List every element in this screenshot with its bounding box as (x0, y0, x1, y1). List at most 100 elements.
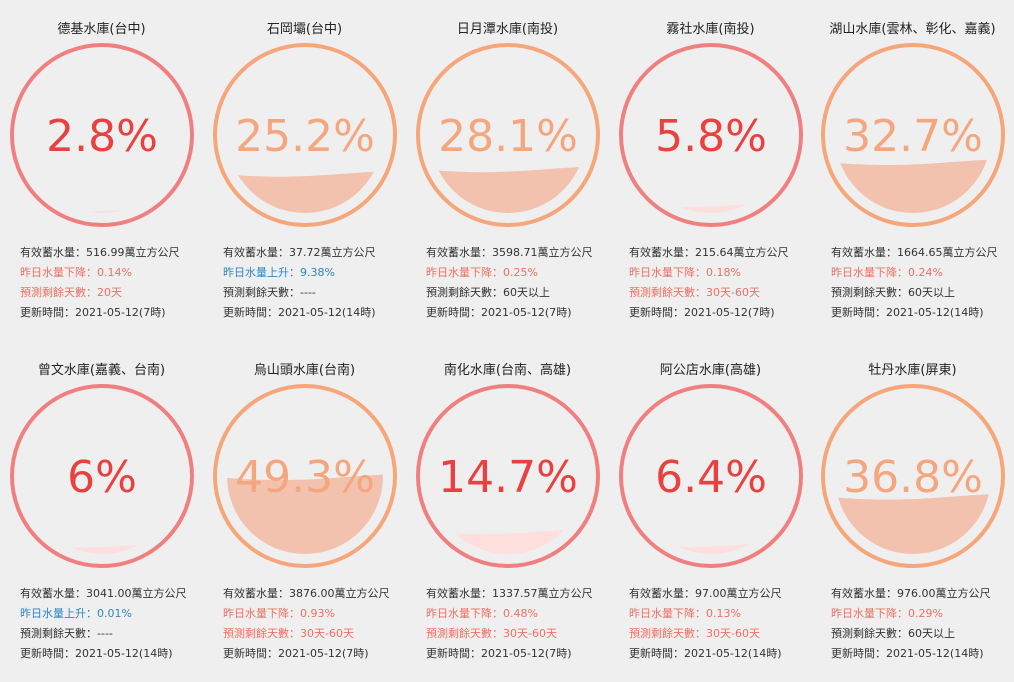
storage-text: 有效蓄水量：516.99萬立方公尺 (20, 246, 180, 259)
reservoir-name: 烏山頭水庫(台南) (253, 363, 356, 378)
reservoir-name: 湖山水庫(雲林、彰化、嘉義) (829, 22, 996, 37)
storage-text: 有效蓄水量：37.72萬立方公尺 (223, 246, 376, 259)
reservoir-card[interactable]: 日月潭水庫(南投) 28.1% 有效蓄水量：3598.71萬立方公尺 昨日水量下… (406, 0, 609, 341)
storage-text: 有效蓄水量：976.00萬立方公尺 (831, 587, 991, 600)
reservoir-card[interactable]: 石岡壩(台中) 25.2% 有效蓄水量：37.72萬立方公尺 昨日水量上升：9.… (203, 0, 406, 341)
days-remaining-text: 預測剩餘天數：60天以上 (831, 286, 955, 299)
days-remaining-text: 預測剩餘天數：60天以上 (426, 286, 550, 299)
gauge-ring (821, 384, 1005, 568)
days-remaining-text: 預測剩餘天數：60天以上 (831, 627, 955, 640)
gauge-ring (10, 384, 194, 568)
water-fill (227, 474, 383, 554)
update-time-text: 更新時間：2021-05-12(14時) (223, 306, 376, 319)
change-text: 昨日水量下降：0.25% (426, 266, 538, 279)
reservoir-info: 有效蓄水量：97.00萬立方公尺 昨日水量下降：0.13% 預測剩餘天數：30天… (629, 584, 782, 664)
reservoir-info: 有效蓄水量：3041.00萬立方公尺 昨日水量上升：0.01% 預測剩餘天數：-… (20, 584, 187, 664)
water-fill (430, 166, 586, 213)
storage-text: 有效蓄水量：1664.65萬立方公尺 (831, 246, 998, 259)
water-level-gauge: 5.8% (616, 40, 806, 230)
percent-label: 32.7% (843, 111, 983, 162)
update-time-text: 更新時間：2021-05-12(14時) (831, 647, 984, 660)
reservoir-card[interactable]: 湖山水庫(雲林、彰化、嘉義) 32.7% 有效蓄水量：1664.65萬立方公尺 … (811, 0, 1014, 341)
water-level-gauge: 6.4% (616, 381, 806, 571)
change-text: 昨日水量下降：0.93% (223, 607, 335, 620)
gauge-ring (416, 43, 600, 227)
percent-label: 25.2% (235, 111, 375, 162)
change-text: 昨日水量下降：0.48% (426, 607, 538, 620)
reservoir-card[interactable]: 南化水庫(台南、高雄) 14.7% 有效蓄水量：1337.57萬立方公尺 昨日水… (406, 341, 609, 682)
days-remaining-text: 預測剩餘天數：30天-60天 (629, 627, 760, 640)
reservoir-name: 阿公店水庫(高雄) (659, 363, 762, 378)
update-time-text: 更新時間：2021-05-12(7時) (629, 306, 775, 319)
reservoir-info: 有效蓄水量：976.00萬立方公尺 昨日水量下降：0.29% 預測剩餘天數：60… (831, 584, 991, 664)
update-time-text: 更新時間：2021-05-12(14時) (831, 306, 984, 319)
water-level-gauge: 28.1% (413, 40, 603, 230)
percent-label: 6.4% (655, 452, 767, 503)
reservoir-card[interactable]: 阿公店水庫(高雄) 6.4% 有效蓄水量：97.00萬立方公尺 昨日水量下降：0… (609, 341, 812, 682)
reservoir-card[interactable]: 牡丹水庫(屏東) 36.8% 有效蓄水量：976.00萬立方公尺 昨日水量下降：… (811, 341, 1014, 682)
storage-text: 有效蓄水量：215.64萬立方公尺 (629, 246, 789, 259)
reservoir-name: 石岡壩(台中) (266, 22, 343, 37)
reservoir-info: 有效蓄水量：215.64萬立方公尺 昨日水量下降：0.18% 預測剩餘天數：30… (629, 243, 789, 323)
reservoir-info: 有效蓄水量：1664.65萬立方公尺 昨日水量下降：0.24% 預測剩餘天數：6… (831, 243, 998, 323)
gauge-ring (213, 43, 397, 227)
percent-label: 2.8% (46, 111, 158, 162)
update-time-text: 更新時間：2021-05-12(7時) (223, 647, 369, 660)
reservoir-name: 曾文水庫(嘉義、台南) (37, 363, 166, 378)
water-level-gauge: 2.8% (7, 40, 197, 230)
days-remaining-text: 預測剩餘天數：20天 (20, 286, 122, 299)
change-text: 昨日水量下降：0.18% (629, 266, 741, 279)
reservoir-info: 有效蓄水量：516.99萬立方公尺 昨日水量下降：0.14% 預測剩餘天數：20… (20, 243, 180, 323)
reservoir-name: 日月潭水庫(南投) (456, 22, 559, 37)
days-remaining-text: 預測剩餘天數：30天-60天 (629, 286, 760, 299)
percent-label: 49.3% (235, 452, 375, 503)
reservoir-info: 有效蓄水量：3598.71萬立方公尺 昨日水量下降：0.25% 預測剩餘天數：6… (426, 243, 593, 323)
reservoir-name: 德基水庫(台中) (57, 22, 146, 37)
water-fill (430, 528, 586, 554)
reservoir-card[interactable]: 烏山頭水庫(台南) 49.3% 有效蓄水量：3876.00萬立方公尺 昨日水量下… (203, 341, 406, 682)
change-text: 昨日水量上升：0.01% (20, 607, 132, 620)
reservoir-card[interactable]: 德基水庫(台中) 2.8% 有效蓄水量：516.99萬立方公尺 昨日水量下降：0… (0, 0, 203, 341)
reservoir-card[interactable]: 霧社水庫(南投) 5.8% 有效蓄水量：215.64萬立方公尺 昨日水量下降：0… (609, 0, 812, 341)
change-text: 昨日水量下降：0.24% (831, 266, 943, 279)
change-text: 昨日水量下降：0.13% (629, 607, 741, 620)
days-remaining-text: 預測剩餘天數：30天-60天 (426, 627, 557, 640)
gauge-ring (416, 384, 600, 568)
water-fill (24, 542, 180, 554)
change-text: 昨日水量下降：0.14% (20, 266, 132, 279)
update-time-text: 更新時間：2021-05-12(7時) (426, 306, 572, 319)
reservoir-name: 牡丹水庫(屏東) (868, 363, 957, 378)
gauge-ring (619, 43, 803, 227)
water-fill (633, 541, 789, 554)
storage-text: 有效蓄水量：3876.00萬立方公尺 (223, 587, 390, 600)
gauge-ring (619, 384, 803, 568)
water-level-gauge: 14.7% (413, 381, 603, 571)
days-remaining-text: 預測剩餘天數：---- (20, 627, 113, 640)
gauge-ring (213, 384, 397, 568)
water-level-gauge: 6% (7, 381, 197, 571)
gauge-ring (10, 43, 194, 227)
water-level-gauge: 25.2% (210, 40, 400, 230)
percent-label: 14.7% (438, 452, 578, 503)
gauge-ring (821, 43, 1005, 227)
water-level-gauge: 36.8% (818, 381, 1008, 571)
percent-label: 36.8% (843, 452, 983, 503)
water-level-gauge: 32.7% (818, 40, 1008, 230)
water-fill (227, 171, 383, 213)
reservoir-info: 有效蓄水量：3876.00萬立方公尺 昨日水量下降：0.93% 預測剩餘天數：3… (223, 584, 390, 664)
storage-text: 有效蓄水量：1337.57萬立方公尺 (426, 587, 593, 600)
water-level-gauge: 49.3% (210, 381, 400, 571)
change-text: 昨日水量上升：9.38% (223, 266, 335, 279)
update-time-text: 更新時間：2021-05-12(14時) (20, 647, 173, 660)
percent-label: 6% (67, 452, 137, 503)
reservoir-name: 南化水庫(台南、高雄) (443, 363, 572, 378)
water-fill (835, 494, 991, 554)
storage-text: 有效蓄水量：97.00萬立方公尺 (629, 587, 782, 600)
update-time-text: 更新時間：2021-05-12(14時) (629, 647, 782, 660)
change-text: 昨日水量下降：0.29% (831, 607, 943, 620)
reservoir-info: 有效蓄水量：37.72萬立方公尺 昨日水量上升：9.38% 預測剩餘天數：---… (223, 243, 376, 323)
update-time-text: 更新時間：2021-05-12(7時) (20, 306, 166, 319)
percent-label: 28.1% (438, 111, 578, 162)
reservoir-card[interactable]: 曾文水庫(嘉義、台南) 6% 有效蓄水量：3041.00萬立方公尺 昨日水量上升… (0, 341, 203, 682)
